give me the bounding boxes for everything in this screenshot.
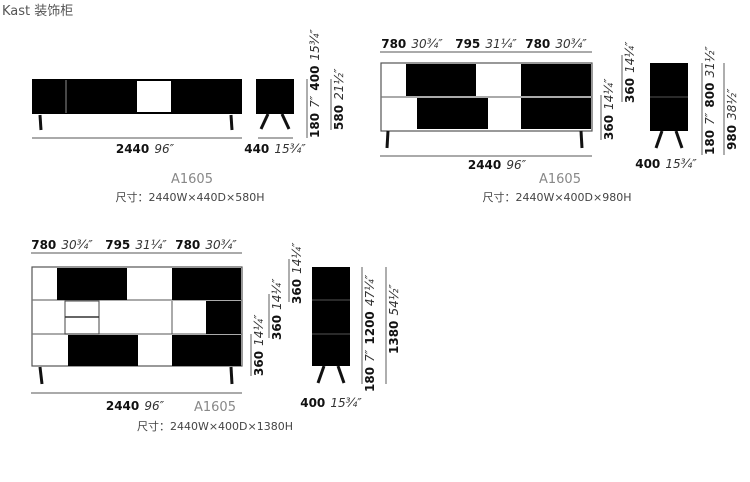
section-dimension: 780 30¾″ [381, 33, 443, 52]
size-label: 尺寸：2440W×400D×980H [482, 190, 631, 204]
row-height-dimension: 360 14¼″ [286, 242, 305, 304]
depth-dimension: 440 15¾″ [244, 138, 306, 157]
width-dimension: 2440 96″ [468, 154, 527, 173]
section-dimension: 795 31¼″ [105, 234, 167, 253]
total-height-dimension: 1380 54½″ [383, 284, 402, 354]
height-dimension: 180 7″ 800 31½″ [699, 46, 718, 155]
model-number: A1605 [194, 400, 236, 415]
model-number: A1605 [539, 172, 581, 187]
height-dimension: 180 7″ 400 15¾″ [304, 29, 323, 138]
row-height-dimension: 360 14¼″ [266, 278, 285, 340]
row-height-dimension: 360 14¼″ [248, 314, 267, 376]
row-height-dimension: 360 14¼″ [619, 41, 638, 103]
section-dimension: 780 30¾″ [31, 234, 93, 253]
side-view [256, 79, 294, 130]
model-number: A1605 [171, 172, 213, 187]
side-view [312, 267, 350, 384]
front-view [31, 266, 243, 385]
drawing-1: 2440 96″ 440 15¾″ 180 7″ 400 15¾″ 580 21… [32, 29, 347, 204]
section-dimension: 780 30¾″ [525, 33, 587, 52]
drawing-2: 780 30¾″ 795 31¼″ 780 30¾″ 2440 96″ 360 … [380, 33, 740, 204]
size-label: 尺寸：2440W×440D×580H [115, 190, 264, 204]
height-dimension: 180 7″ 1200 47¼″ [359, 274, 378, 392]
drawing-3: 780 30¾″ 795 31¼″ 780 30¾″ 2440 96″ 360 … [31, 234, 402, 433]
front-view [380, 62, 593, 149]
section-dimension: 780 30¾″ [175, 234, 237, 253]
depth-dimension: 400 15¾″ [635, 153, 697, 172]
total-height-dimension: 580 21½″ [328, 68, 347, 130]
row-height-dimension: 360 14¼″ [598, 78, 617, 140]
width-dimension: 2440 96″ [116, 138, 175, 157]
page-title: Kast 装饰柜 [2, 4, 74, 19]
depth-dimension: 400 15¾″ [300, 392, 362, 411]
side-view [650, 63, 688, 149]
section-dimension: 795 31¼″ [455, 33, 517, 52]
size-label: 尺寸：2440W×400D×1380H [137, 419, 293, 433]
width-dimension: 2440 96″ [106, 395, 165, 414]
front-view [32, 79, 242, 131]
total-height-dimension: 980 38½″ [721, 88, 740, 150]
